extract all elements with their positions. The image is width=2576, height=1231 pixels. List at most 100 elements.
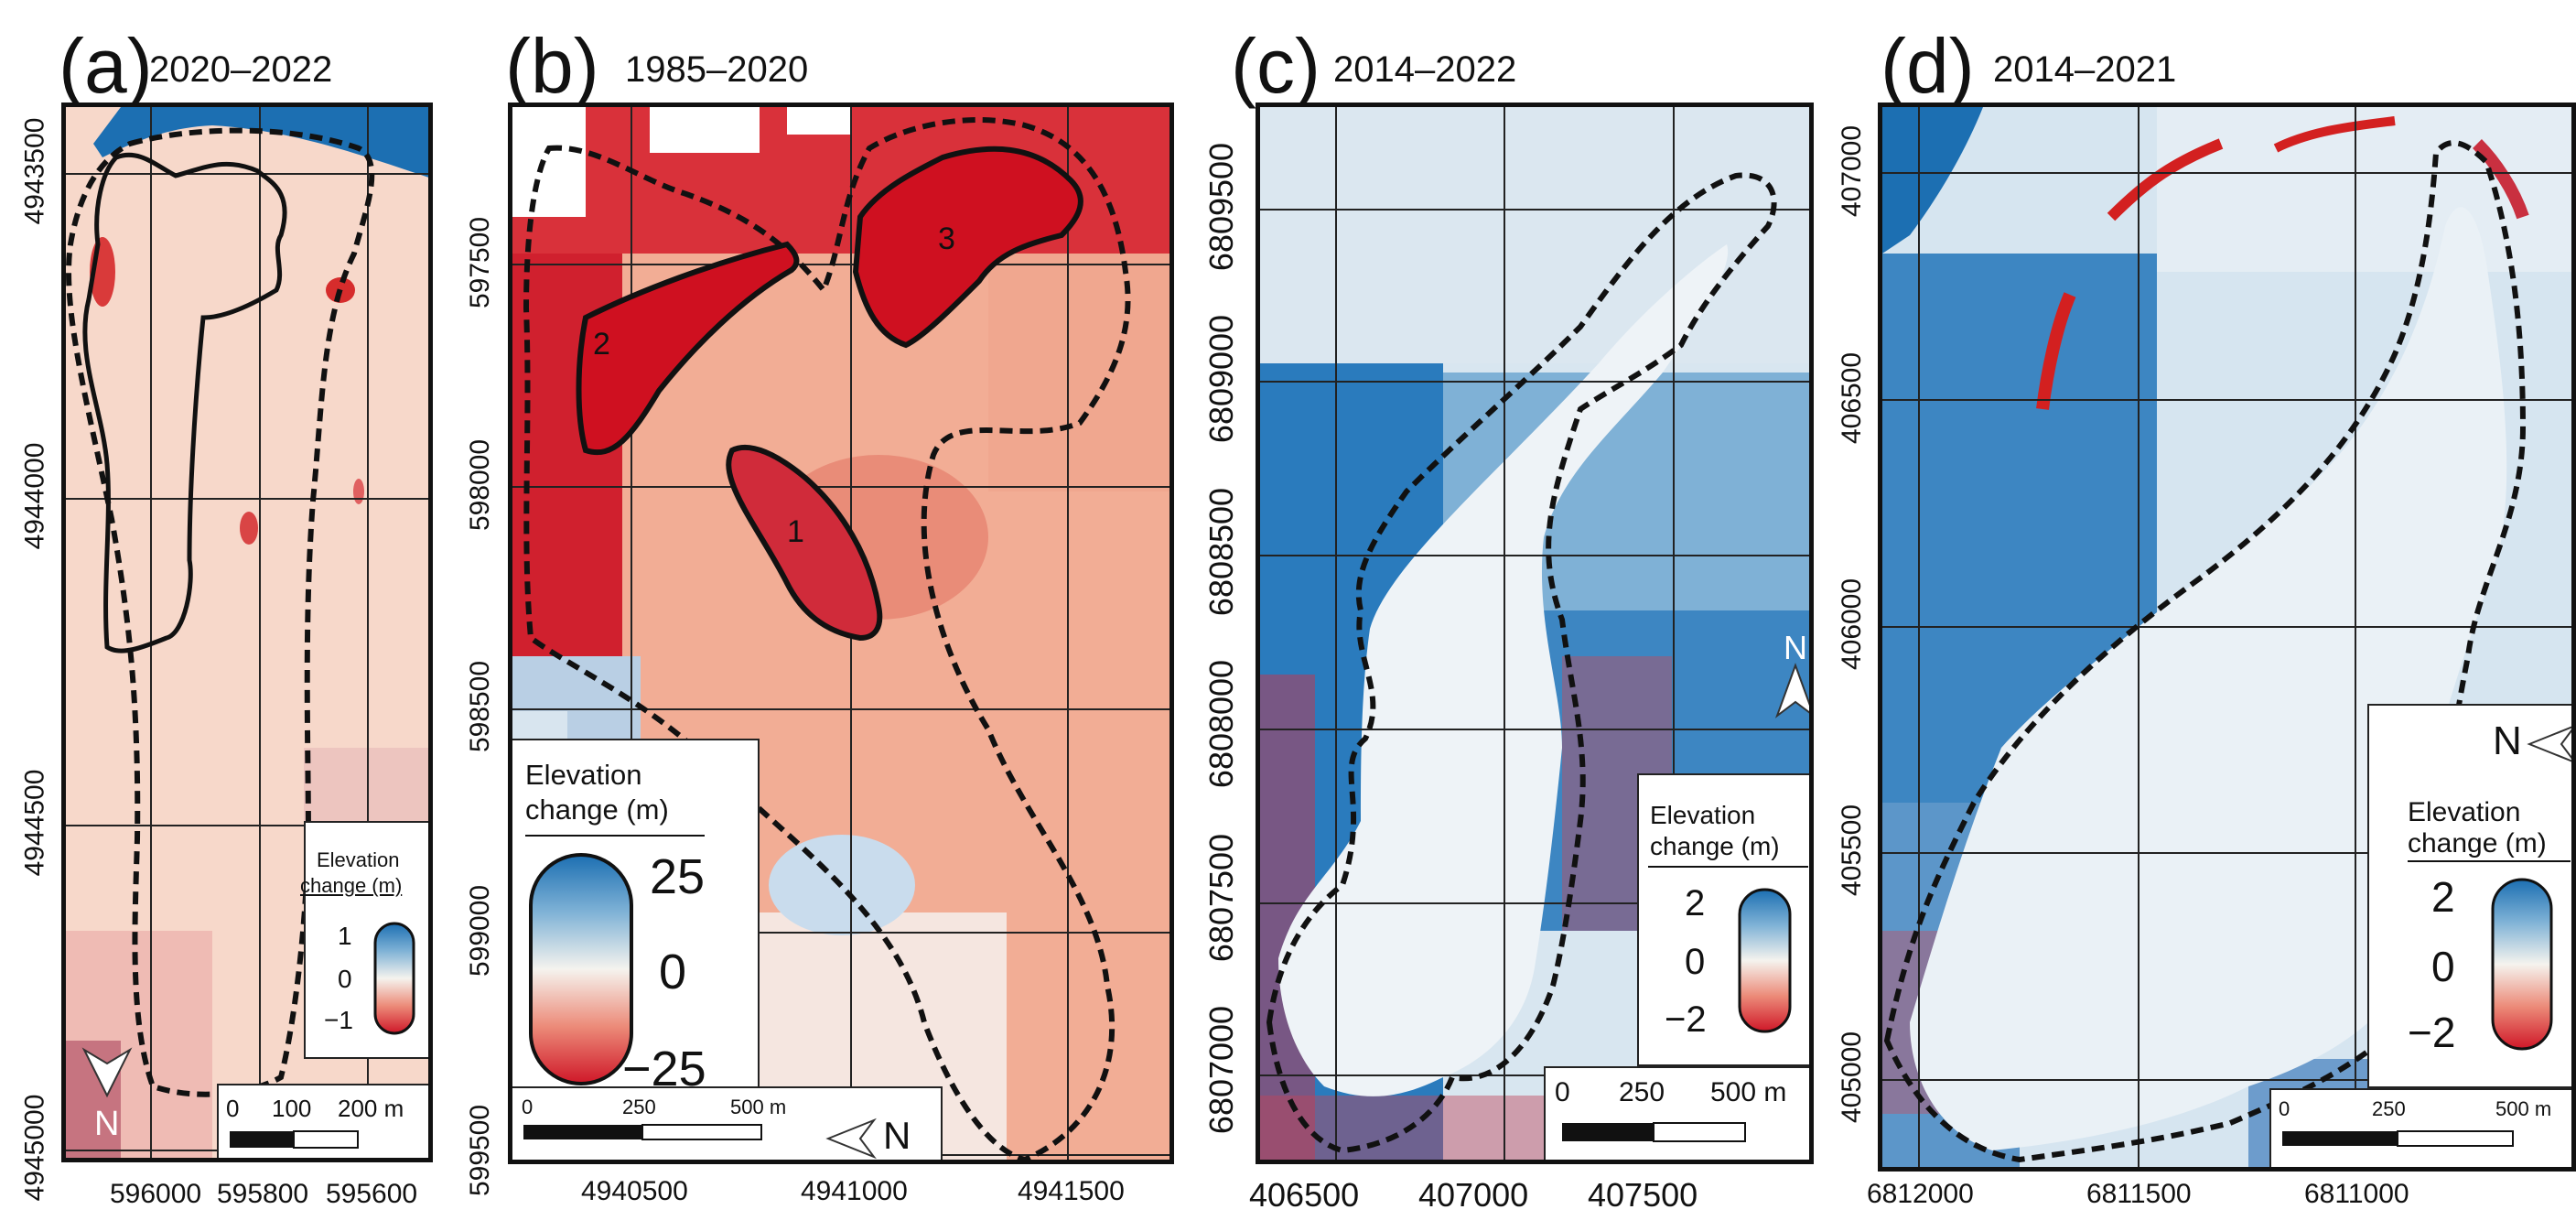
panel-c-legend-title-1: Elevation — [1650, 801, 1756, 829]
panel-c-legend-min: −2 — [1665, 999, 1707, 1040]
panel-c-legend-title-2: change (m) — [1650, 832, 1780, 860]
panel-d-label: (d) — [1881, 23, 1975, 109]
panel-b-ytick-2: 598000 — [465, 438, 496, 532]
panel-d-legend-title-2: change (m) — [2408, 828, 2547, 858]
panel-d-legend-min: −2 — [2408, 1009, 2456, 1056]
panel-d-legend: N Elevation change (m) 2 0 −2 — [2367, 704, 2571, 1088]
panel-c-map-graphics — [1260, 107, 1809, 1160]
panel-c-scale-bar: 0 250 500 m — [1544, 1066, 1809, 1160]
panel-a: (a) 2020–2022 — [0, 0, 439, 1231]
panel-b-colorbar — [525, 835, 705, 1085]
panel-b-scale-graphic — [523, 1118, 877, 1160]
panel-a-label: (a) — [59, 23, 153, 109]
panel-c-period: 2014–2022 — [1333, 49, 1517, 90]
panel-c-scale-graphic — [1562, 1122, 1746, 1142]
panel-b-zone-2 — [576, 241, 800, 456]
panel-a-xtick-2: 595800 — [217, 1179, 309, 1209]
panel-a-legend-min: −1 — [324, 1006, 353, 1034]
panel-b-xtick-1: 4940500 — [581, 1176, 688, 1206]
panel-d-scale-1: 250 — [2372, 1097, 2406, 1120]
panel-d-ytick-3: 406000 — [1837, 578, 1868, 671]
panel-a-colorbar — [373, 922, 415, 1035]
north-arrow-icon — [1774, 663, 1809, 718]
panel-a-ytick-3: 4944500 — [19, 769, 50, 877]
panel-b-xtick-3: 4941500 — [1018, 1176, 1125, 1206]
panel-d-xtick-2: 6811500 — [2086, 1179, 2192, 1209]
panel-b-map: 1 2 3 Elevation change (m) 25 0 −25 0 25… — [508, 103, 1174, 1164]
panel-a-dashed-outline — [66, 127, 375, 1097]
panel-b-legend-mid: 0 — [659, 945, 687, 999]
panel-d-ytick-1: 407000 — [1837, 124, 1868, 218]
panel-a-map: N Elevation change (m) 1 0 −1 0 100 200 … — [61, 103, 433, 1162]
panel-b-scale-0: 0 — [522, 1096, 534, 1118]
panel-d-xtick-3: 6811000 — [2304, 1179, 2409, 1209]
panel-c-north-label: N — [1784, 629, 1807, 666]
panel-d-legend-max: 2 — [2431, 873, 2455, 921]
panel-a-north-arrow: N — [80, 1041, 135, 1150]
panel-a-legend: Elevation change (m) 1 0 −1 — [300, 821, 428, 1059]
panel-b-dashed-outline — [523, 117, 1131, 1160]
panel-d-dashed-outline — [1883, 140, 2527, 1163]
panel-a-legend-title-1: Elevation — [317, 848, 400, 871]
panel-b-ytick-1: 597500 — [465, 216, 496, 309]
panel-a-north-label: N — [94, 1105, 120, 1143]
panel-b: (b) 1985–2020 — [439, 0, 1190, 1231]
panel-c-legend: Elevation change (m) 2 0 −2 — [1637, 773, 1809, 1066]
panel-b-label: (b) — [505, 23, 599, 109]
panel-b-xtick-2: 4941000 — [801, 1176, 908, 1206]
panel-c-label: (c) — [1231, 23, 1320, 109]
panel-d-period: 2014–2021 — [1993, 49, 2177, 90]
panel-a-legend-title-2: change (m) — [300, 874, 403, 897]
panel-c-north-arrow: N — [1773, 629, 1809, 729]
panel-a-water — [93, 107, 428, 178]
panel-c-legend-max: 2 — [1685, 883, 1706, 923]
panel-c-map: N Elevation change (m) 2 0 −2 0 250 500 … — [1256, 103, 1814, 1164]
panel-b-ytick-3: 598500 — [465, 660, 496, 753]
panel-a-scale-graphic — [230, 1130, 359, 1149]
panel-a-xtick-3: 595600 — [326, 1179, 418, 1209]
panel-a-scale-0: 0 — [226, 1095, 240, 1122]
panel-d-xtick-1: 6812000 — [1867, 1179, 1974, 1209]
panel-d-ytick-2: 406500 — [1837, 351, 1868, 445]
panel-b-legend-title-2: change (m) — [525, 794, 669, 826]
panel-c-ytick-3: 6808500 — [1202, 487, 1241, 617]
north-arrow-icon — [81, 1047, 133, 1098]
panel-c-dashed-outline — [1266, 172, 1777, 1154]
panel-c-xtick-3: 407500 — [1588, 1176, 1698, 1214]
panel-d-scale-bar: 0 250 500 m — [2269, 1088, 2571, 1167]
panel-d-legend-mid: 0 — [2431, 943, 2455, 990]
panel-d-ytick-4: 405500 — [1837, 804, 1868, 897]
panel-c-ytick-4: 6808000 — [1202, 659, 1241, 789]
panel-c-scale-2: 500 m — [1710, 1077, 1787, 1107]
panel-b-zone-3 — [852, 146, 1083, 349]
panel-d-scale-2: 500 m — [2495, 1097, 2552, 1120]
panel-b-ytick-5: 599500 — [465, 1104, 496, 1197]
panel-c-scale-1: 250 — [1619, 1077, 1665, 1107]
north-arrow-icon — [2527, 726, 2571, 762]
panel-a-legend-mid: 0 — [338, 965, 352, 993]
panel-c-xtick-2: 407000 — [1418, 1176, 1529, 1214]
panel-c-ytick-1: 6809500 — [1202, 142, 1241, 272]
panel-d-colorbar — [2408, 726, 2571, 1051]
panel-d-ytick-5: 405000 — [1837, 1031, 1868, 1124]
panel-a-ytick-2: 4944000 — [19, 442, 50, 550]
panel-d-water — [1882, 107, 1983, 254]
panel-b-zone-label-1: 1 — [787, 514, 804, 549]
panel-a-scale-1: 100 — [272, 1095, 312, 1122]
panel-d-map-graphics — [1882, 107, 2571, 1167]
panel-b-scale-1: 250 — [622, 1096, 656, 1118]
panel-a-xtick-1: 596000 — [110, 1179, 202, 1209]
panel-a-legend-max: 1 — [338, 922, 352, 950]
panel-b-scale-bar: 0 250 500 m N — [512, 1086, 943, 1160]
panel-c-ytick-2: 6809000 — [1202, 314, 1241, 444]
panel-b-zone-label-3: 3 — [938, 221, 955, 256]
panel-a-period: 2020–2022 — [149, 49, 333, 90]
panel-a-solid-outline — [82, 152, 287, 653]
panel-b-period: 1985–2020 — [625, 49, 809, 90]
panel-a-scale-bar: 0 100 200 m — [217, 1084, 428, 1158]
panel-c-ytick-5: 6807500 — [1202, 833, 1241, 963]
panel-a-ytick-1: 4943500 — [19, 117, 50, 225]
panel-b-legend-title-1: Elevation — [525, 759, 642, 791]
panel-d-scale-0: 0 — [2279, 1097, 2290, 1120]
panel-b-zone-1 — [726, 444, 883, 642]
